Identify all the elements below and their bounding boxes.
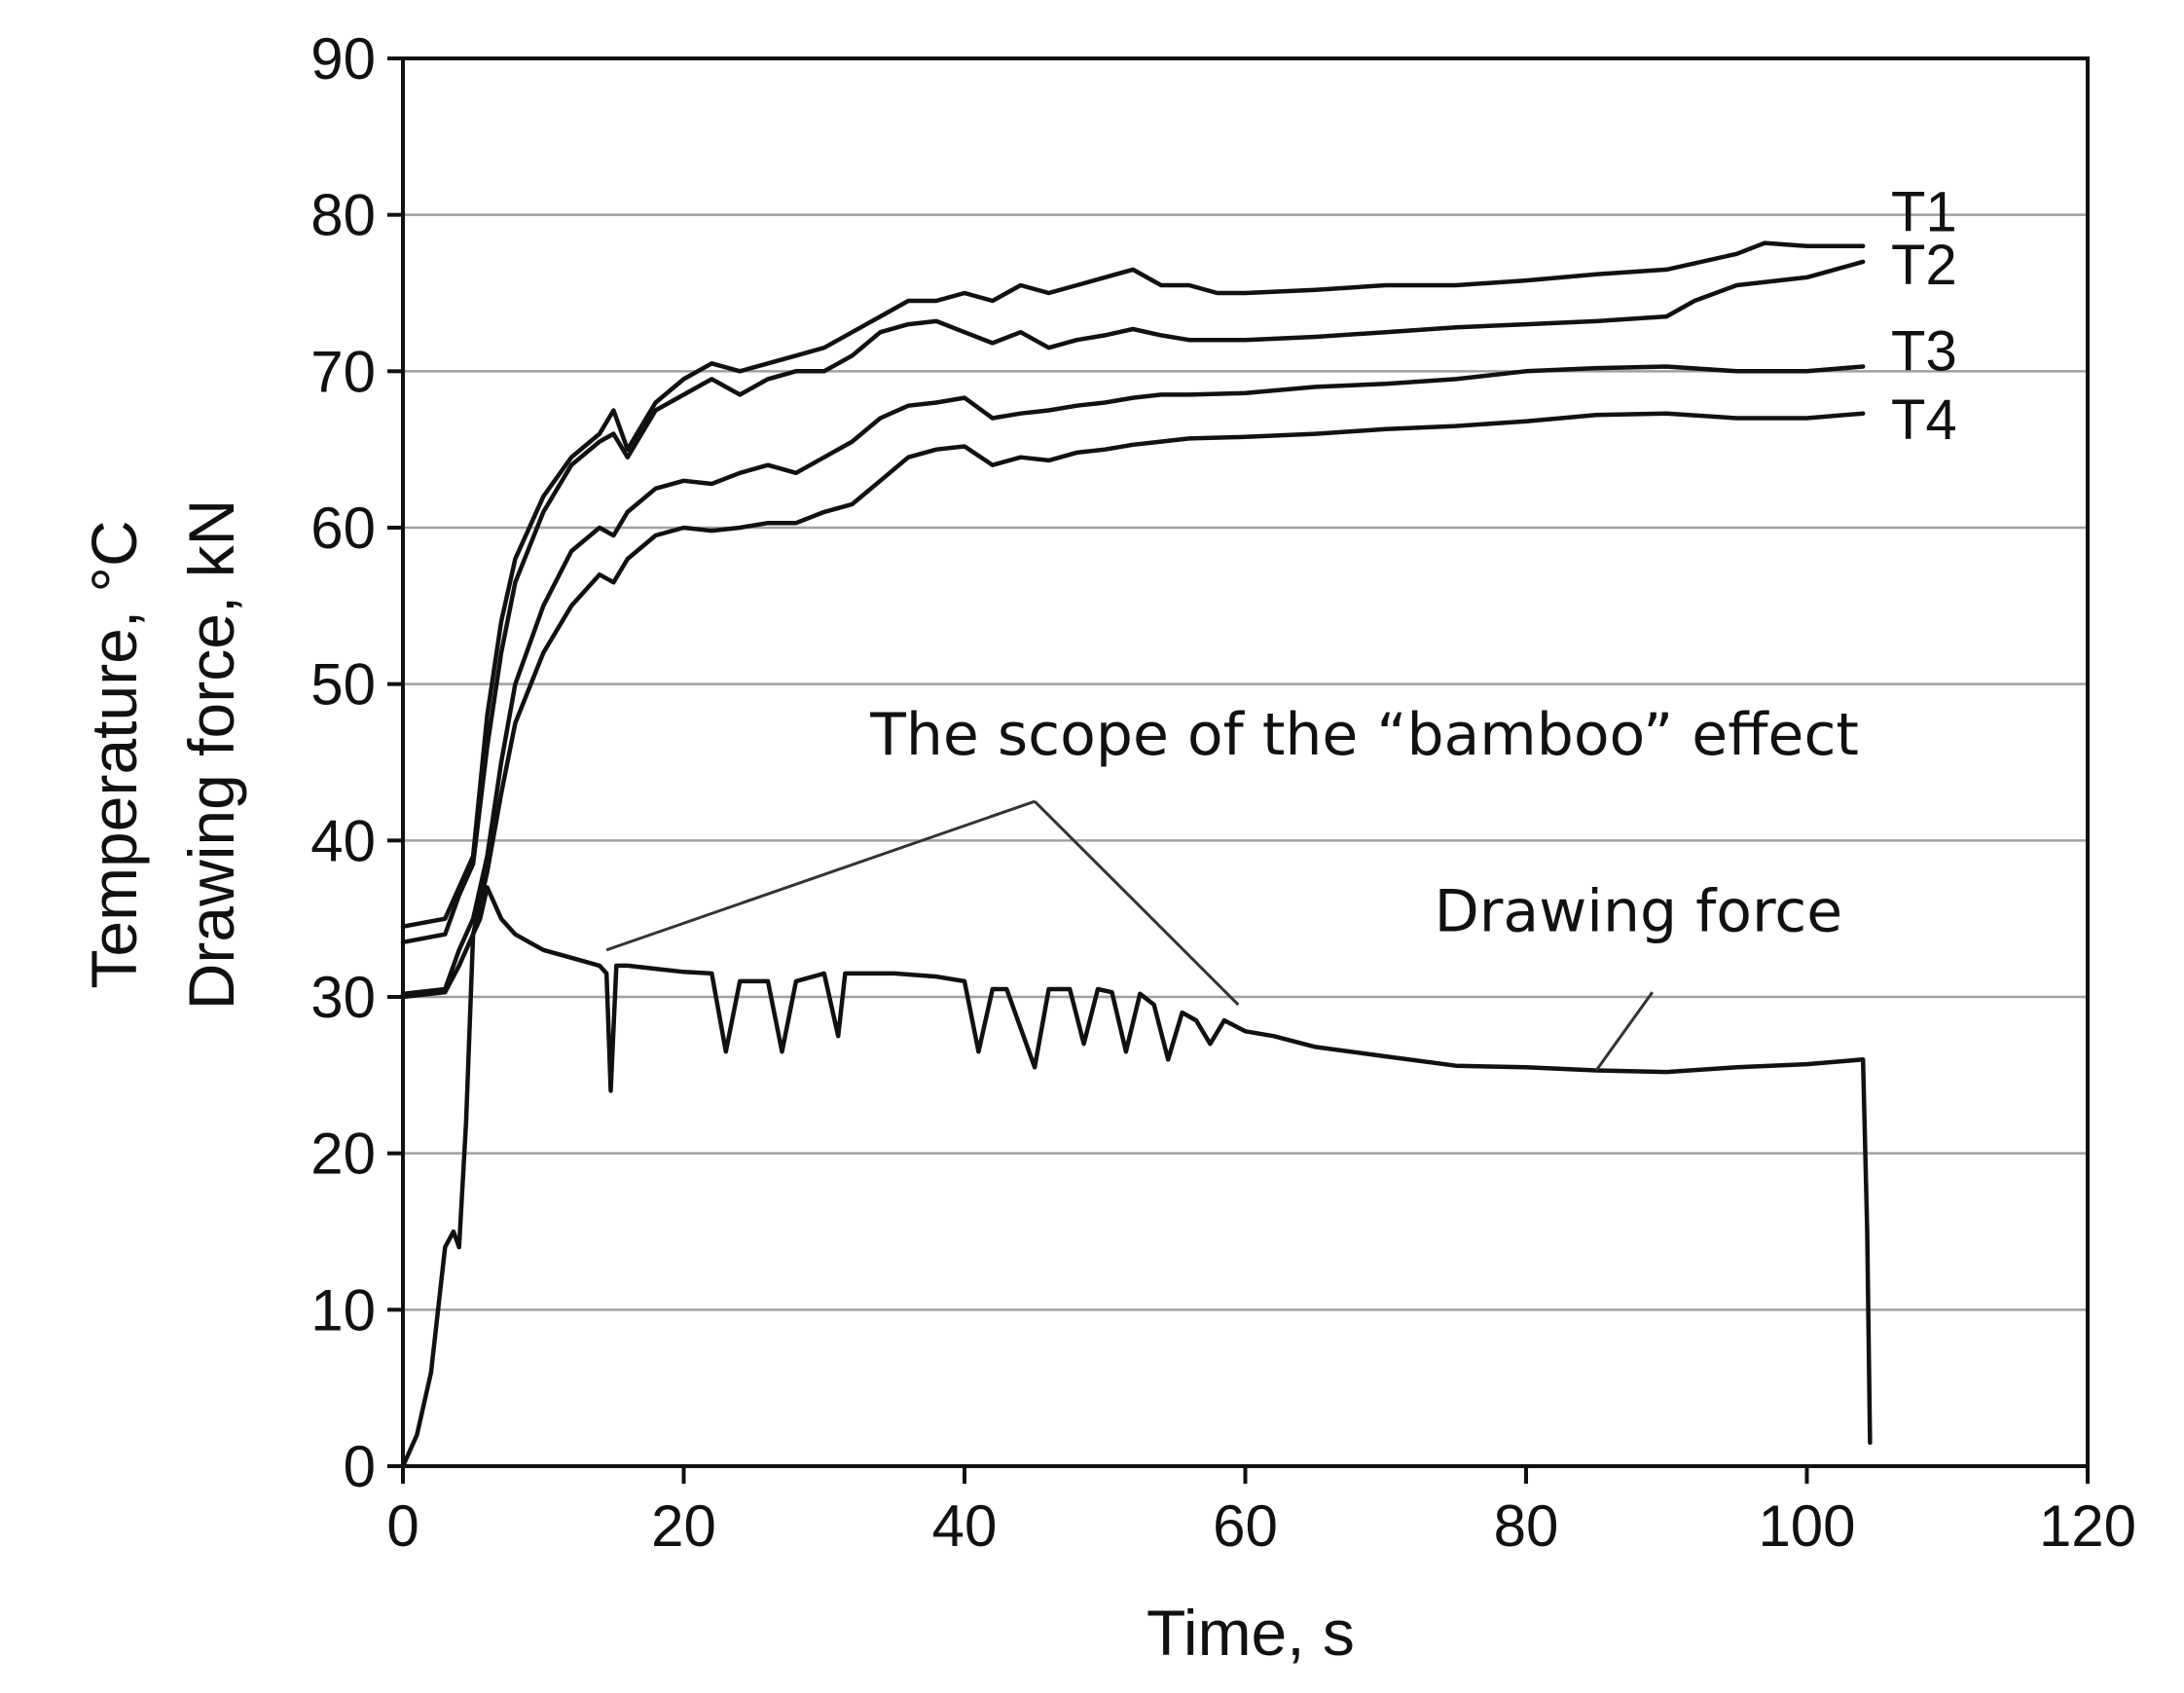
y-tick-label: 40 — [310, 808, 376, 873]
y-tick-label: 30 — [310, 965, 376, 1030]
series-label-t3: T3 — [1891, 319, 1957, 383]
annotation-pointer-1 — [605, 799, 1036, 952]
series-line-t2 — [400, 259, 1866, 945]
annotation-pointer-drawing-force — [1594, 991, 1655, 1072]
x-tick-label: 80 — [1494, 1493, 1559, 1559]
y-tick-label: 10 — [310, 1277, 376, 1343]
annotation-layer: The scope of the “bamboo” effect Drawing … — [605, 701, 1859, 1072]
y-tick-label: 90 — [310, 26, 376, 92]
y-tick-label: 60 — [310, 496, 376, 561]
series-line-drawing-force — [400, 885, 1873, 1469]
x-tick-label: 0 — [386, 1493, 419, 1559]
y-tick-label: 80 — [310, 183, 376, 248]
y-axis-title-line-2: Drawing force, kN — [175, 499, 247, 1011]
y-tick-label: 20 — [310, 1122, 376, 1187]
annotation-bamboo-effect: The scope of the “bamboo” effect — [869, 701, 1859, 769]
x-tick-label: 40 — [932, 1493, 998, 1559]
tick-layer: 0 10 20 30 40 50 60 70 80 90 0 20 40 60 80 100 120 — [310, 26, 2136, 1559]
x-tick-label: 60 — [1213, 1493, 1278, 1559]
x-tick-label: 20 — [651, 1493, 716, 1559]
x-axis-title: Time, s — [1147, 1597, 1355, 1669]
series-label-t1: T1 — [1891, 180, 1957, 243]
series-label-t4: T4 — [1891, 388, 1957, 452]
series-line-t1 — [400, 240, 1866, 929]
series-line-t4 — [400, 411, 1866, 1000]
annotation-drawing-force: Drawing force — [1435, 878, 1843, 946]
x-tick-label: 100 — [1758, 1493, 1855, 1559]
x-tick-label: 120 — [2039, 1493, 2136, 1559]
y-axis-title-line-1: Temperature, °C — [78, 520, 150, 988]
y-tick-label: 50 — [310, 652, 376, 718]
series-line-t3 — [400, 364, 1866, 997]
series-layer — [400, 240, 1873, 1469]
y-tick-label: 0 — [344, 1434, 376, 1499]
y-tick-label: 70 — [310, 339, 376, 404]
annotation-pointer-2 — [1034, 800, 1240, 1007]
series-label-t2: T2 — [1891, 234, 1957, 297]
